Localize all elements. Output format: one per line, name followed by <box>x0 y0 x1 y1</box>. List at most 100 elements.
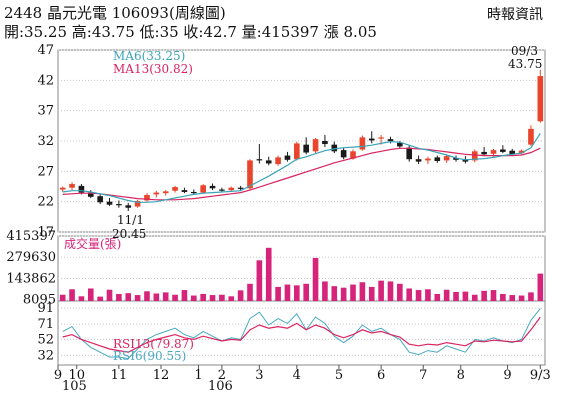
candle-up <box>228 187 235 191</box>
volume-bar <box>247 283 253 301</box>
candle-down <box>303 144 309 153</box>
volume-bar <box>87 288 94 301</box>
high-date-label: 09/3 <box>511 44 538 58</box>
candle-up <box>247 160 253 189</box>
volume-bar <box>69 289 75 301</box>
candle-up <box>172 187 178 191</box>
volume-y-tick: 279630 <box>6 250 56 265</box>
volume-y-tick: 415397 <box>6 229 56 244</box>
volume-y-tick: 143862 <box>6 271 56 286</box>
volume-bar <box>387 281 394 301</box>
rsi-panel-frame <box>57 300 546 366</box>
candle-down <box>481 151 487 155</box>
volume-bar <box>106 289 113 301</box>
candle-down <box>340 150 347 158</box>
candle-down <box>453 157 459 160</box>
candle-down <box>284 155 291 160</box>
candle-down <box>331 144 338 152</box>
volume-bar <box>200 293 206 301</box>
volume-bar <box>425 289 431 301</box>
rsi6-line <box>62 308 541 360</box>
candle-up <box>312 139 319 152</box>
candle-down <box>87 192 94 197</box>
volume-bar <box>481 290 487 301</box>
rsi-y-tick: 52 <box>37 332 54 347</box>
moving-averages <box>62 133 541 203</box>
candle-up <box>378 137 384 139</box>
x-tick-label: 7 <box>419 368 427 383</box>
volume-panel-frame <box>57 235 546 302</box>
candle-down <box>500 149 506 152</box>
volume-bar <box>303 283 309 301</box>
candle-down <box>406 147 413 160</box>
volume-bar <box>500 293 506 301</box>
candle-down <box>237 187 244 189</box>
x-year-label-106: 106 <box>208 379 233 394</box>
rsi-y-tick: 71 <box>37 317 54 332</box>
price-y-tick: 27 <box>37 164 54 179</box>
volume-bar <box>237 290 244 301</box>
volume-bar <box>172 294 178 301</box>
volume-title: 成交量(張) <box>64 237 122 251</box>
x-tick-label: 9 <box>54 368 62 383</box>
volume-bar <box>144 291 150 301</box>
price-y-tick: 47 <box>37 43 54 58</box>
volume-bar <box>453 291 459 301</box>
volume-bar <box>162 292 169 301</box>
volume-bar <box>228 296 235 301</box>
volume-bar <box>275 286 281 301</box>
volume-bar <box>209 295 216 301</box>
candle-up <box>134 201 141 207</box>
rsi-y-tick: 32 <box>37 348 54 363</box>
volume-bar <box>331 286 338 301</box>
x-tick-label: 8 <box>457 368 465 383</box>
volume-bar <box>181 290 188 301</box>
candle-up <box>471 151 478 161</box>
candle-up <box>69 184 75 188</box>
volume-bar <box>59 294 66 301</box>
volume-bar <box>190 295 197 301</box>
candle-up <box>359 137 366 150</box>
volume-bar <box>350 284 356 301</box>
chart-title: 2448 晶元光電 106093(周線圖) <box>4 4 226 22</box>
x-tick-label: 12 <box>153 368 170 383</box>
volume-bar <box>415 290 422 301</box>
legend-rsi6: RSI6(90.55) <box>113 349 187 363</box>
x-year-label-105: 105 <box>62 379 87 394</box>
candle-down <box>387 139 394 141</box>
volume-bar <box>153 293 160 301</box>
x-tick-label: 4 <box>293 368 301 383</box>
source-label: 時報資訊 <box>487 7 543 23</box>
candle-up <box>528 128 534 145</box>
candle-down <box>322 141 328 145</box>
candle-up <box>153 192 160 195</box>
candles <box>59 69 544 212</box>
volume-bar <box>340 287 347 301</box>
candle-down <box>181 190 188 192</box>
volume-y-tick: 8095 <box>23 293 56 308</box>
candle-down <box>397 142 403 147</box>
volume-bar <box>97 296 103 301</box>
rsi-y-tick: 91 <box>37 301 54 316</box>
candle-up <box>144 194 150 201</box>
x-ticks: 9 10 11 12 1 2 3 4 5 6 7 8 9 9/3 <box>54 365 551 383</box>
candle-down <box>415 159 422 162</box>
candle-up <box>200 185 206 193</box>
candle-down <box>125 205 132 208</box>
candle-up <box>162 191 169 194</box>
rsi-lines <box>62 308 541 360</box>
volume-bar <box>256 260 263 301</box>
volume-bar <box>378 280 384 301</box>
candle-up <box>518 150 525 154</box>
candle-down <box>219 189 225 191</box>
volume-bar <box>294 285 300 301</box>
volume-bar <box>509 295 516 301</box>
volume-bar <box>471 294 478 301</box>
volume-bar <box>284 284 291 301</box>
x-tick-label: 2 <box>218 368 226 383</box>
price-y-tick: 32 <box>37 134 54 149</box>
candle-up <box>443 156 450 161</box>
volume-bar <box>397 283 403 301</box>
candle-up <box>425 158 431 161</box>
